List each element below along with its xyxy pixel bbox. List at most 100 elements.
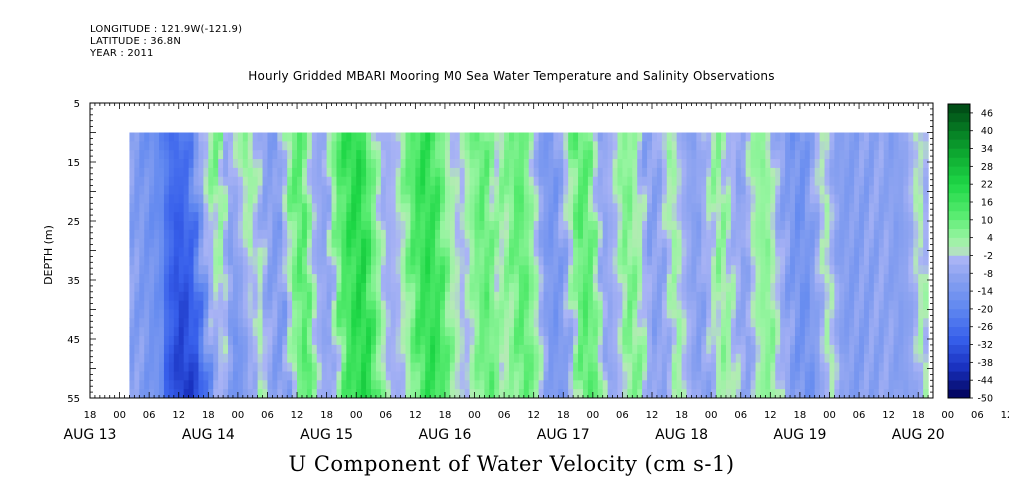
heatmap-cell bbox=[178, 282, 185, 293]
heatmap-cell bbox=[893, 362, 900, 373]
heatmap-cell bbox=[218, 353, 224, 364]
heatmap-cell bbox=[548, 282, 554, 293]
heatmap-cell bbox=[760, 221, 766, 231]
heatmap-cell bbox=[154, 274, 160, 284]
heatmap-cell bbox=[666, 274, 673, 284]
heatmap-cell bbox=[790, 371, 796, 381]
heatmap-cell bbox=[706, 247, 712, 257]
heatmap-cell bbox=[691, 229, 697, 240]
heatmap-cell bbox=[390, 300, 397, 311]
heatmap-cell bbox=[568, 318, 574, 328]
heatmap-cell bbox=[489, 265, 495, 275]
heatmap-cell bbox=[755, 141, 762, 151]
heatmap-cell bbox=[740, 185, 747, 196]
heatmap-cell bbox=[597, 336, 604, 346]
heatmap-cell bbox=[844, 344, 850, 355]
heatmap-cell bbox=[178, 344, 185, 355]
heatmap-cell bbox=[863, 238, 870, 249]
heatmap-cell bbox=[479, 344, 485, 355]
heatmap-cell bbox=[671, 291, 678, 302]
heatmap-cell bbox=[785, 176, 791, 187]
heatmap-cell bbox=[183, 159, 190, 169]
heatmap-cell bbox=[316, 291, 323, 302]
heatmap-cell bbox=[563, 185, 569, 196]
heatmap-cell bbox=[863, 327, 870, 337]
heatmap-cell bbox=[750, 194, 757, 204]
heatmap-cell bbox=[829, 141, 835, 151]
heatmap-cell bbox=[464, 327, 471, 337]
heatmap-cell bbox=[366, 238, 372, 249]
heatmap-cell bbox=[395, 344, 402, 355]
heatmap-cell bbox=[395, 274, 402, 284]
heatmap-cell bbox=[632, 344, 638, 355]
heatmap-cell bbox=[834, 150, 840, 160]
heatmap-cell bbox=[292, 309, 298, 319]
heatmap-cell bbox=[568, 300, 574, 311]
heatmap-cell bbox=[518, 353, 525, 364]
heatmap-cell bbox=[602, 203, 609, 213]
heatmap-cell bbox=[247, 371, 254, 381]
heatmap-cell bbox=[144, 141, 150, 151]
heatmap-cell bbox=[316, 362, 323, 373]
heatmap-cell bbox=[154, 309, 160, 319]
heatmap-cell bbox=[228, 159, 234, 169]
heatmap-cell bbox=[804, 247, 811, 257]
heatmap-cell bbox=[252, 185, 259, 196]
heatmap-cell bbox=[247, 380, 254, 390]
heatmap-cell bbox=[647, 176, 653, 187]
heatmap-cell bbox=[168, 371, 175, 381]
heatmap-cell bbox=[331, 380, 338, 390]
heatmap-cell bbox=[494, 265, 500, 275]
heatmap-cell bbox=[721, 141, 727, 151]
heatmap-cell bbox=[760, 380, 766, 390]
heatmap-cell bbox=[785, 229, 791, 240]
heatmap-cell bbox=[558, 229, 564, 240]
heatmap-cell bbox=[701, 274, 707, 284]
heatmap-cell bbox=[282, 167, 288, 178]
heatmap-cell bbox=[834, 247, 840, 257]
heatmap-cell bbox=[671, 194, 678, 204]
heatmap-cell bbox=[395, 300, 402, 311]
heatmap-cell bbox=[701, 132, 707, 142]
heatmap-cell bbox=[479, 362, 485, 373]
heatmap-cell bbox=[755, 185, 762, 196]
heatmap-cell bbox=[735, 167, 742, 178]
heatmap-cell bbox=[686, 274, 693, 284]
heatmap-cell bbox=[602, 380, 609, 390]
heatmap-cell bbox=[430, 185, 436, 196]
heatmap-cell bbox=[168, 203, 175, 213]
heatmap-cell bbox=[834, 167, 840, 178]
heatmap-cell bbox=[405, 389, 412, 398]
heatmap-cell bbox=[804, 291, 811, 302]
heatmap-cell bbox=[203, 282, 209, 293]
heatmap-cell bbox=[770, 265, 776, 275]
heatmap-cell bbox=[272, 176, 278, 187]
heatmap-cell bbox=[794, 274, 801, 284]
heatmap-cell bbox=[868, 167, 875, 178]
heatmap-cell bbox=[730, 380, 737, 390]
heatmap-cell bbox=[785, 318, 791, 328]
heatmap-cell bbox=[415, 247, 421, 257]
heatmap-cell bbox=[652, 176, 658, 187]
heatmap-cell bbox=[666, 141, 673, 151]
heatmap-cell bbox=[548, 389, 554, 398]
heatmap-cell bbox=[203, 238, 209, 249]
heatmap-cell bbox=[484, 353, 490, 364]
heatmap-cell bbox=[257, 274, 264, 284]
heatmap-cell bbox=[366, 247, 372, 257]
heatmap-cell bbox=[331, 229, 338, 240]
heatmap-cell bbox=[400, 159, 407, 169]
heatmap-cell bbox=[297, 229, 303, 240]
heatmap-cell bbox=[430, 318, 436, 328]
heatmap-cell bbox=[760, 353, 766, 364]
heatmap-cell bbox=[459, 203, 466, 213]
heatmap-cell bbox=[794, 336, 801, 346]
heatmap-cell bbox=[326, 247, 333, 257]
heatmap-cell bbox=[415, 300, 421, 311]
heatmap-cell bbox=[804, 300, 811, 311]
heatmap-cell bbox=[326, 256, 333, 266]
heatmap-cell bbox=[484, 150, 490, 160]
heatmap-cell bbox=[139, 212, 145, 222]
heatmap-cell bbox=[183, 265, 190, 275]
heatmap-cell bbox=[405, 132, 412, 142]
